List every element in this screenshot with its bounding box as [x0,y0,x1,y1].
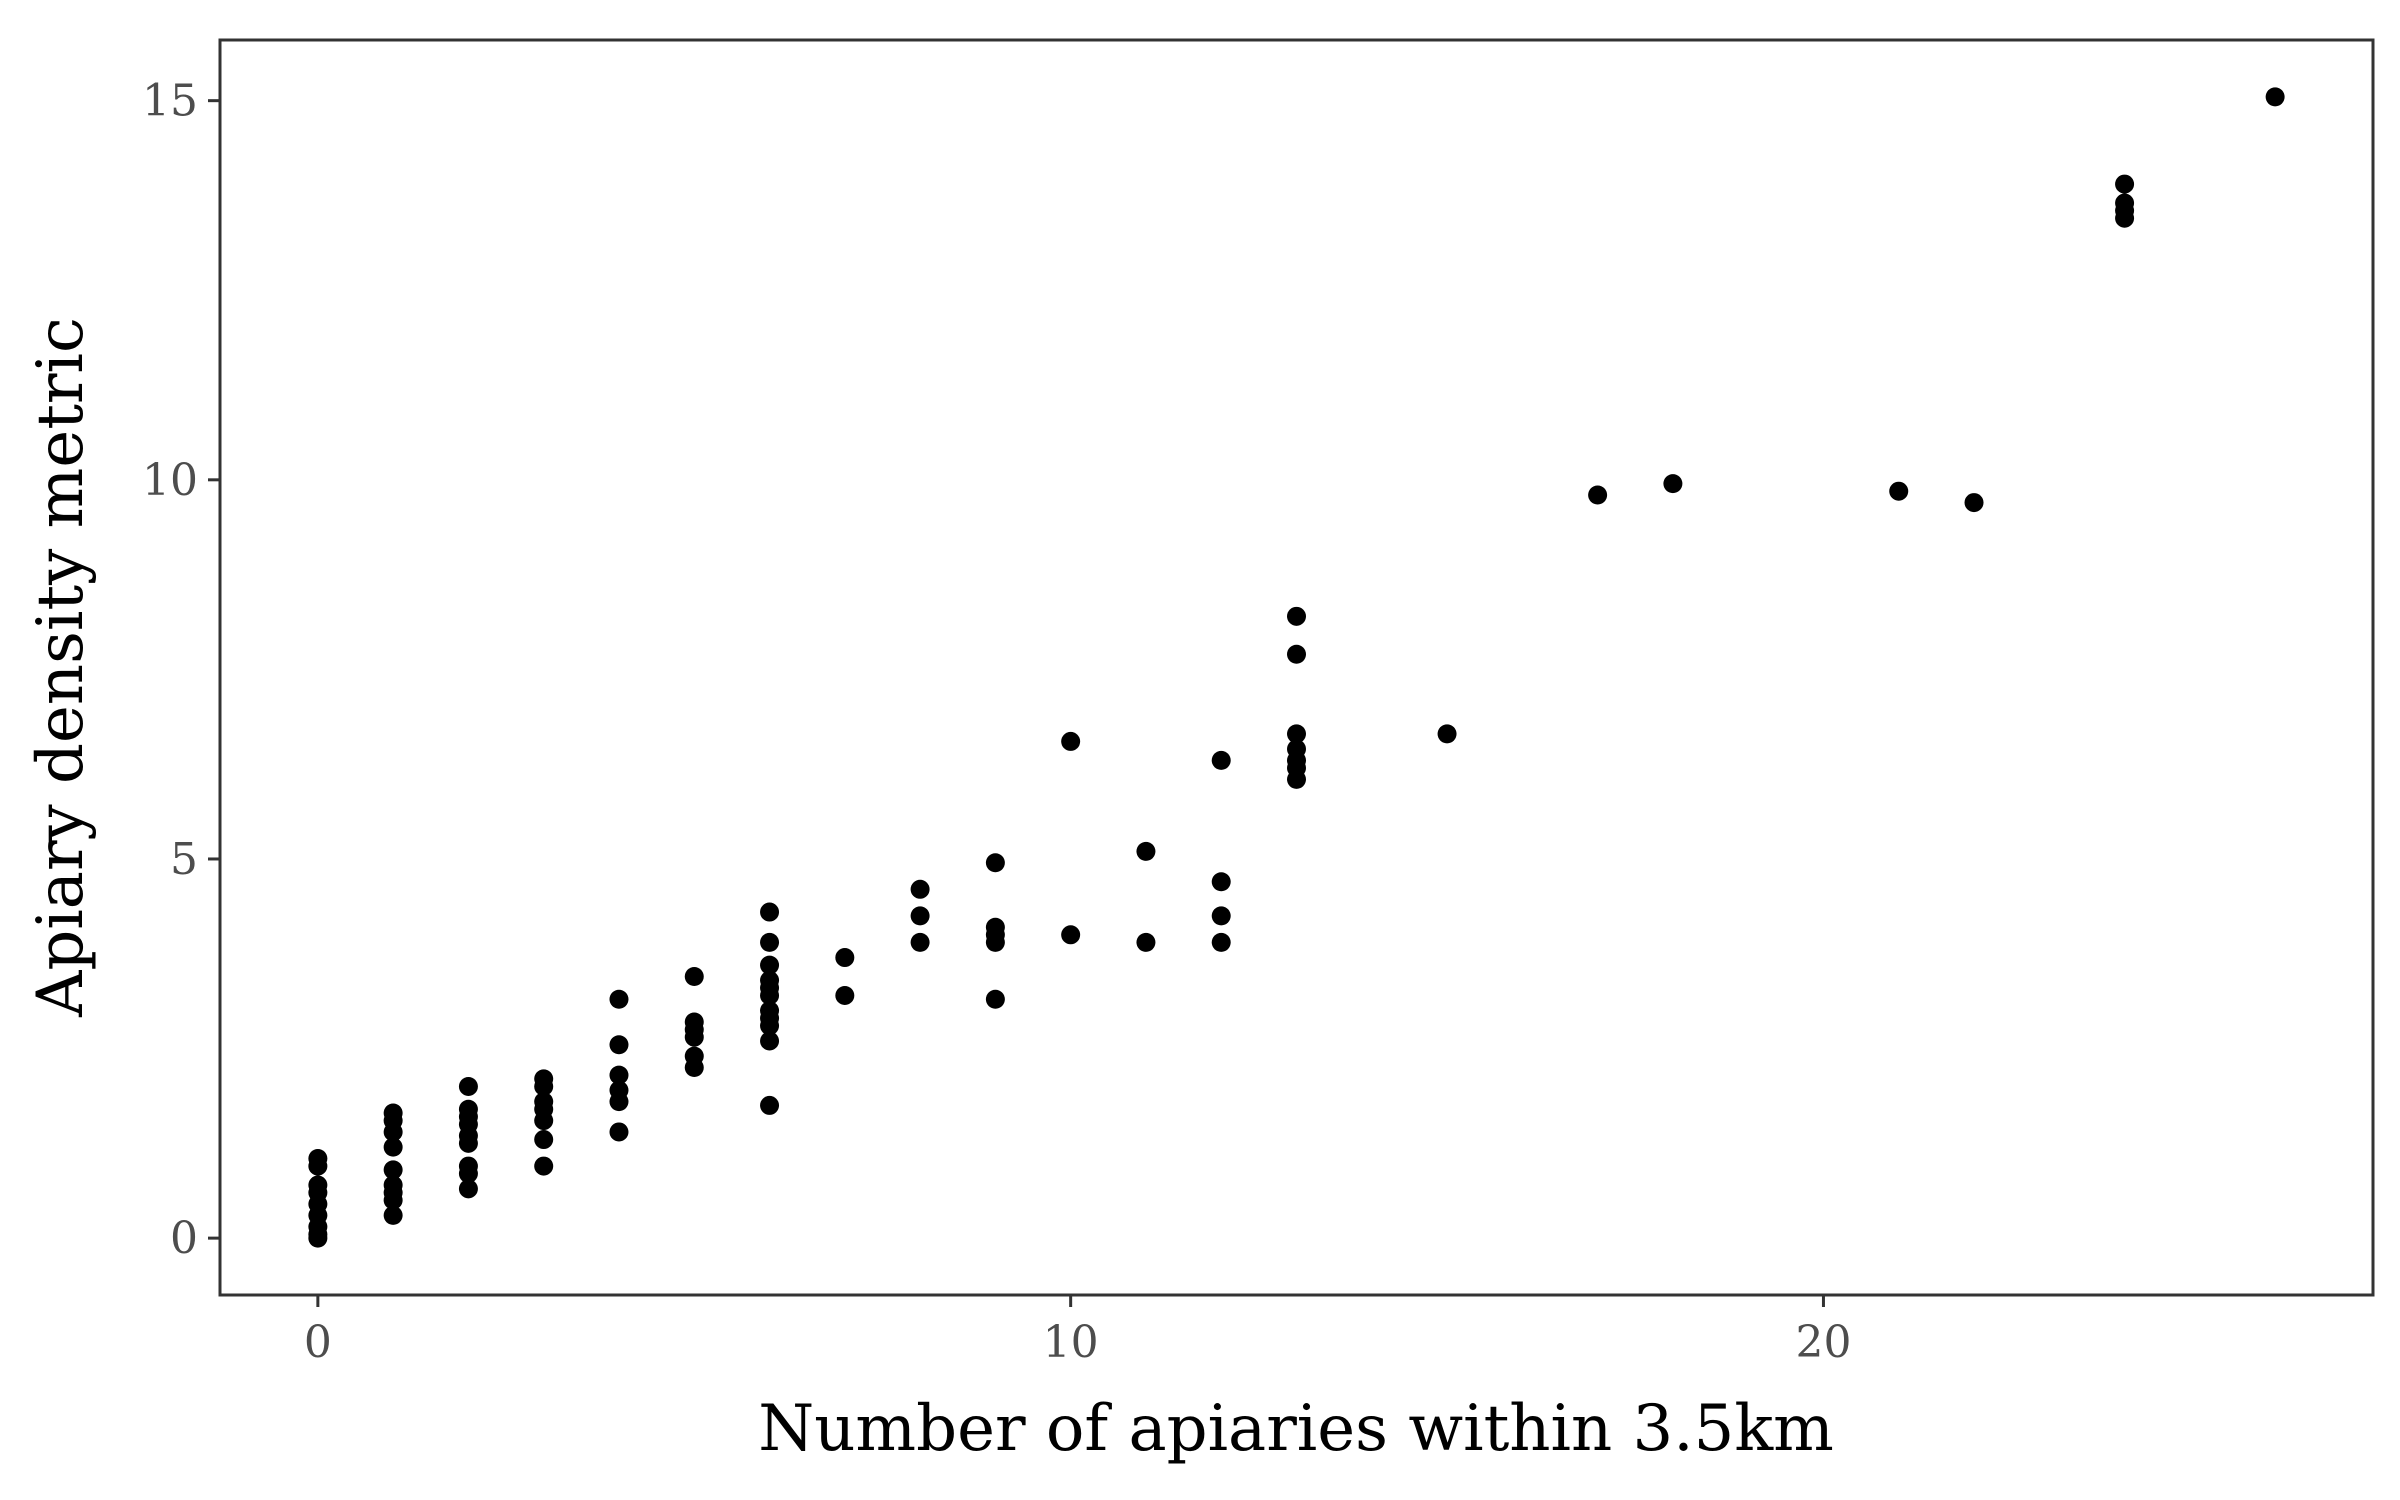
data-point [760,1095,780,1115]
data-point [684,967,704,987]
data-point [383,1160,403,1180]
data-point [1588,485,1608,505]
data-point [308,1149,328,1169]
y-tick-label: 5 [170,834,198,885]
data-point [609,1035,629,1055]
x-tick-label: 10 [1043,1317,1099,1368]
data-point [1211,932,1231,952]
data-point [1964,493,1984,513]
data-point [760,970,780,990]
data-point [609,1122,629,1142]
data-point [2265,87,2285,107]
data-point [383,1103,403,1123]
data-point [985,853,1005,873]
data-point [534,1069,554,1089]
data-point [910,906,930,926]
data-point [2115,193,2135,213]
data-point [534,1156,554,1176]
data-point [835,948,855,968]
data-point [684,1046,704,1066]
data-point [609,1065,629,1085]
data-point [383,1175,403,1195]
data-point [760,955,780,975]
data-point [383,1137,403,1157]
data-point [1061,731,1081,751]
data-point [1437,724,1457,744]
x-tick-label: 0 [304,1317,332,1368]
data-point [1211,906,1231,926]
y-axis: 0 5 10 15 [142,76,220,1264]
data-point [609,989,629,1009]
data-point [458,1179,478,1199]
data-point [910,879,930,899]
data-point [1061,925,1081,945]
x-axis: 0 10 20 [304,1295,1851,1368]
data-point [1136,841,1156,861]
data-point [458,1099,478,1119]
data-point [1211,872,1231,892]
data-point [383,1205,403,1225]
data-point [760,1001,780,1021]
data-point [458,1156,478,1176]
data-point [458,1076,478,1096]
data-point [1211,750,1231,770]
points-layer [308,87,2285,1248]
data-point [760,932,780,952]
data-point [835,985,855,1005]
y-tick-label: 10 [142,455,198,506]
data-point [760,1031,780,1051]
data-point [534,1092,554,1112]
x-axis-title: Number of apiaries within 3.5km [758,1392,1834,1466]
data-point [760,902,780,922]
y-axis-title: Apiary density metric [24,317,98,1018]
y-tick-label: 0 [170,1213,198,1264]
data-point [1287,724,1306,744]
data-point [985,989,1005,1009]
data-point [1136,932,1156,952]
data-point [1889,481,1909,501]
y-tick-label: 15 [142,76,198,127]
plot-panel-border [218,38,2375,1297]
data-point [609,1080,629,1100]
data-point [985,917,1005,937]
data-point [1287,606,1306,626]
data-point [534,1130,554,1150]
data-point [1663,474,1683,494]
data-point [910,932,930,952]
data-point [2115,174,2135,194]
x-tick-label: 20 [1795,1317,1851,1368]
data-point [308,1175,328,1195]
data-point [1287,739,1306,759]
data-point [684,1012,704,1032]
data-point [1287,644,1306,664]
